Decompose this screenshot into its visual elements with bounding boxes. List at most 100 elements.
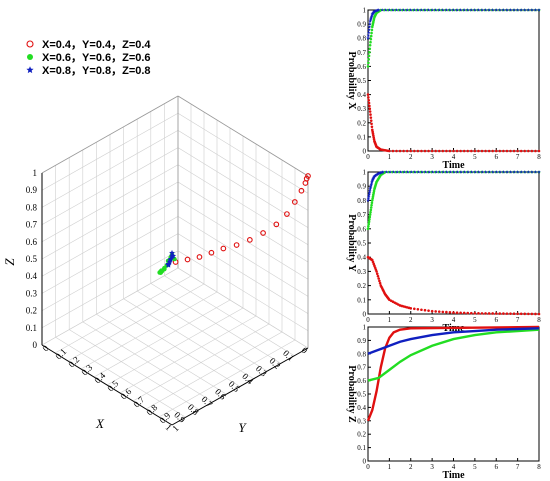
y-tick-label: 0.8 — [144, 402, 159, 417]
z-tick-label: 0.5 — [26, 254, 38, 264]
panel-2-series-1-point — [487, 312, 491, 315]
panel-1-series-3-point — [426, 8, 431, 12]
x-tick-label: 2 — [409, 153, 413, 161]
y-tick-label: 0 — [363, 311, 367, 319]
y-tick-label: 0.4 — [357, 91, 366, 99]
panel-1-series-1-point — [427, 149, 430, 153]
x-tick-label: 3 — [430, 153, 434, 161]
panel-2-series-1-point — [441, 310, 445, 314]
panel-1-series-3-point — [416, 8, 420, 12]
panel-2-series-1-point — [502, 312, 505, 315]
y-tick-label: 0.6 — [118, 386, 133, 401]
trajectory-1-point — [233, 242, 240, 248]
panel-2-series-3-point — [455, 170, 460, 174]
panel-1-series-1-point — [452, 149, 455, 153]
panel-1-series-3-point — [380, 8, 384, 12]
panel-1-series-3-point — [437, 8, 441, 12]
panel-2-series-3-point — [477, 170, 481, 174]
panel-2-series-3-point — [452, 170, 456, 174]
panel-1-series-3-point — [533, 8, 538, 12]
trajectory-1-point — [246, 237, 253, 243]
panel-2-series-1-point — [409, 307, 413, 310]
panel-1-series-1-point — [530, 149, 534, 153]
panel-2-series-1-point — [477, 312, 480, 315]
panel-1-series-3-point — [494, 8, 498, 12]
legend-marker-2 — [27, 54, 33, 60]
trajectory-1-point — [305, 173, 311, 179]
panel-2-series-1-point — [462, 311, 466, 315]
x-tick-label: 0.7 — [199, 394, 214, 409]
y-tick-label: 0.3 — [357, 105, 366, 113]
panel-3-ylabel: Probability Z — [346, 365, 357, 423]
trajectory-1-point — [208, 249, 215, 256]
panel-2-series-3-point — [366, 198, 370, 202]
y-tick-label: 0.9 — [357, 21, 366, 29]
panel-2-series-1-point — [427, 309, 430, 312]
z-tick-label: 0 — [33, 340, 38, 350]
y-tick-label: 0.1 — [357, 133, 366, 141]
panel-2-series-3-point — [501, 170, 506, 174]
x-tick-label: 2 — [409, 316, 413, 324]
panel-2-series-1-point — [420, 308, 423, 312]
panel-1-series-1-point — [367, 101, 371, 105]
panel-1-series-3-point — [444, 8, 449, 12]
y-tick-label: 0.8 — [357, 197, 366, 205]
trajectory-1-point — [260, 230, 266, 236]
panel-1-series-1-point — [527, 149, 530, 153]
panel-1-series-1-point — [459, 149, 462, 153]
panel-1-series-1-point — [409, 149, 413, 153]
panel-2-series-3-point — [480, 170, 484, 174]
panel-2-series-1-point — [527, 312, 530, 316]
panel-1-series-3-point — [398, 8, 402, 12]
panel-2-series-1-point — [413, 307, 416, 311]
x-tick-label: 5 — [473, 463, 477, 471]
panel-1-series-3-point — [412, 8, 417, 12]
y-tick-label: 0.7 — [357, 49, 366, 57]
panel-1-series-3-point — [523, 8, 527, 12]
panel-1-series-1-point — [437, 149, 441, 153]
panel-1-series-1-point — [388, 149, 391, 153]
panel-2-series-1-point — [516, 312, 519, 316]
panel-2-series-1-point — [434, 310, 437, 313]
panel-2-series-3-point — [533, 170, 538, 174]
x-tick-label: 0.9 — [172, 410, 187, 425]
grid-xz-horz — [41, 164, 179, 243]
panel-2-series-1-point — [491, 312, 494, 315]
panel-2-series-1-point — [376, 274, 380, 278]
x-tick-label: 0.4 — [240, 371, 255, 386]
y-tick-label: 0.5 — [357, 240, 366, 248]
panel-1-xlabel: Time — [442, 160, 465, 171]
x-tick-label: 7 — [516, 153, 520, 161]
panel-1-series-3-point — [508, 8, 513, 12]
z-tick-label: 0.3 — [26, 288, 38, 298]
panel-1-series-1-point — [473, 149, 477, 153]
panel-2-series-3-point — [498, 170, 502, 174]
panel-2-series-3-point — [466, 170, 470, 174]
x-tick-label: 0 — [366, 316, 370, 324]
panel-1-series-3-point — [441, 8, 445, 12]
panel-2-series-2-point — [370, 201, 374, 205]
legend-label-3: X=0.8，Y=0.8，Z=0.8 — [42, 65, 151, 77]
x-tick-label: 0.8 — [186, 402, 201, 417]
panel-2-series-3-point — [369, 182, 373, 187]
panel-2-series-3-point — [484, 170, 488, 174]
panel-2-series-3-point — [530, 170, 534, 174]
panel-2-series-3-point — [402, 170, 406, 174]
panel-1-series-1-point — [434, 149, 437, 153]
panel-2-series-3-point — [388, 170, 392, 174]
panel-2-series-1-point — [452, 311, 455, 314]
panel-3-series-3 — [367, 327, 540, 355]
panel-2-series-3-point — [384, 170, 389, 174]
trajectory-2-point — [162, 266, 167, 272]
panel-1-series-3-point — [458, 8, 463, 12]
panel-1-series-1-point — [455, 149, 459, 153]
grid-yz-horz — [177, 147, 309, 228]
panel-1-series-1-point — [416, 149, 420, 153]
panel-2-series-1-point — [455, 311, 459, 314]
panel-2-series-3-point — [367, 192, 371, 197]
time-series-panels: 00.10.20.30.40.50.60.70.80.910 1 2 3 4 5 6 7 8Ti… — [346, 7, 541, 481]
trajectory-1-point — [284, 211, 290, 217]
x-tick-label: 1 — [163, 422, 173, 432]
panel-1-series-1-point — [370, 125, 374, 129]
y-tick-label: 0.1 — [357, 444, 366, 452]
